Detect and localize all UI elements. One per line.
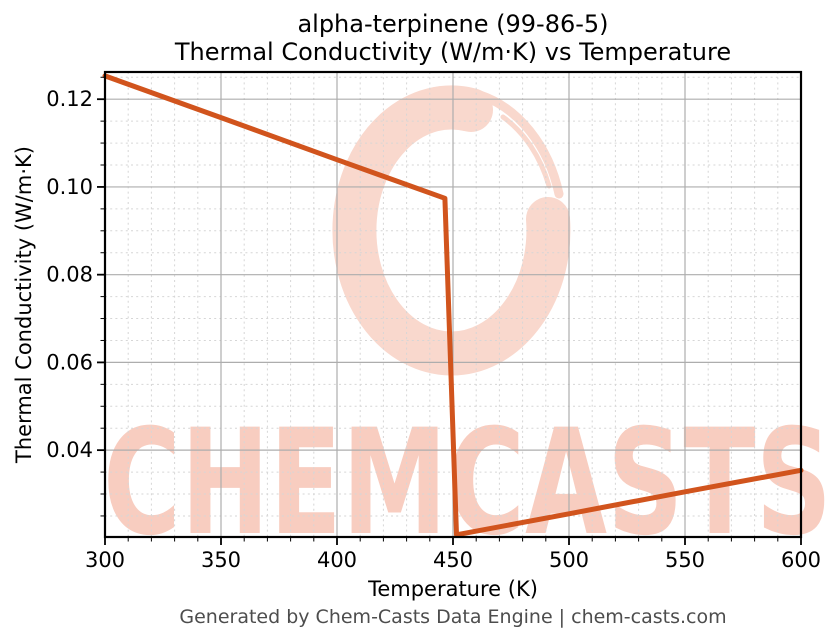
watermark: CHEMCASTS [103, 85, 832, 568]
y-tick-label: 0.04 [46, 438, 93, 462]
y-tick-label: 0.06 [46, 350, 93, 374]
x-tick-label: 450 [433, 548, 473, 572]
chart-title-line1: alpha-terpinene (99-86-5) [297, 10, 609, 38]
y-tick-label: 0.10 [46, 175, 93, 199]
y-tick-label: 0.08 [46, 263, 93, 287]
x-tick-label: 600 [781, 548, 821, 572]
grid [105, 72, 801, 537]
y-tick-label: 0.12 [46, 87, 93, 111]
x-tick-label: 350 [201, 548, 241, 572]
chart-title: alpha-terpinene (99-86-5) Thermal Conduc… [105, 10, 801, 66]
x-tick-label: 500 [549, 548, 589, 572]
watermark-logo-swoosh-icon [332, 85, 571, 376]
x-axis-label: Temperature (K) [367, 577, 538, 601]
watermark-text: CHEMCASTS [103, 398, 832, 568]
x-tick-label: 300 [85, 548, 125, 572]
footer-credit: Generated by Chem-Casts Data Engine | ch… [179, 606, 727, 628]
chart-title-line2: Thermal Conductivity (W/m·K) vs Temperat… [174, 38, 732, 66]
data-line-thermal-conductivity [102, 73, 804, 538]
x-tick-label: 550 [665, 548, 705, 572]
watermark-logo-tail-icon [475, 90, 564, 199]
axes: 300 350 400 450 500 550 600 0.04 0.06 0.08 0.10 0.1… [12, 76, 821, 601]
x-tick-label: 400 [317, 548, 357, 572]
y-axis-label: Thermal Conductivity (W/m·K) [12, 146, 36, 464]
